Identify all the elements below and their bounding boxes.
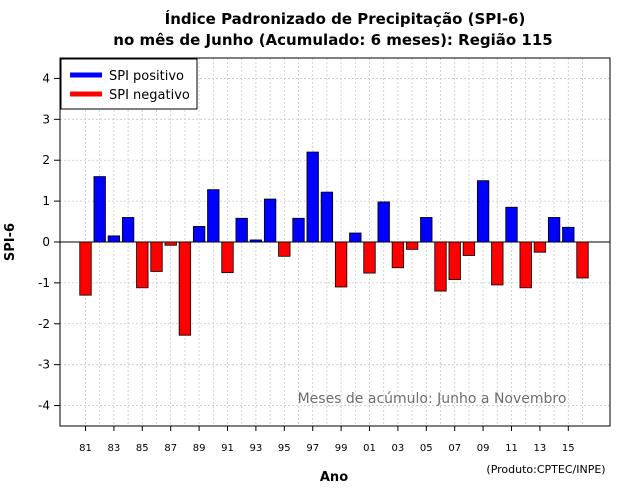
x-tick-label: 99 — [335, 443, 348, 454]
chart-title-line1: Índice Padronizado de Precipitação (SPI-… — [165, 9, 526, 28]
x-tick-label: 83 — [108, 443, 121, 454]
bar-87 — [164, 241, 177, 246]
bar-93 — [249, 239, 263, 243]
x-tick-label: 09 — [477, 443, 490, 454]
bar-09 — [476, 180, 490, 243]
y-tick-label: -4 — [38, 399, 50, 413]
bar-95 — [278, 241, 291, 257]
bar-83 — [107, 235, 121, 243]
x-tick-label: 97 — [306, 443, 319, 454]
bar-99 — [334, 241, 348, 288]
bar-88 — [178, 241, 192, 336]
bars — [79, 151, 589, 336]
y-axis: -4 -3 -2 -1 0 1 2 3 4 — [38, 71, 60, 413]
chart-title-line2: no mês de Junho (Acumulado: 6 meses): Re… — [113, 31, 552, 49]
x-tick-label: 11 — [505, 443, 518, 454]
x-tick-label: 03 — [392, 443, 405, 454]
y-tick-label: 0 — [42, 235, 50, 249]
x-tick-label: 13 — [534, 443, 547, 454]
x-tick-label: 87 — [164, 443, 177, 454]
bar-85 — [136, 241, 149, 289]
legend-label-positive: SPI positivo — [109, 69, 184, 84]
bar-00 — [349, 232, 362, 243]
y-tick-label: 1 — [42, 194, 50, 208]
x-tick-label: 85 — [136, 443, 149, 454]
x-tick-label: 93 — [250, 443, 263, 454]
source-note: (Produto:CPTEC/INPE) — [486, 463, 605, 476]
bar-15 — [562, 226, 575, 243]
bar-90 — [207, 189, 220, 243]
bar-92 — [235, 217, 248, 243]
y-tick-label: 2 — [42, 153, 50, 167]
x-tick-label: 95 — [278, 443, 291, 454]
bar-89 — [192, 226, 206, 243]
bar-98 — [320, 191, 334, 243]
bar-07 — [448, 241, 461, 281]
bar-16 — [576, 241, 589, 279]
x-tick-label: 05 — [420, 443, 433, 454]
x-axis-label: Ano — [320, 470, 348, 485]
bar-81 — [79, 241, 92, 296]
x-tick-label: 81 — [79, 443, 92, 454]
bar-13 — [533, 241, 547, 253]
bar-96 — [292, 217, 305, 243]
x-axis: 81 83 85 87 89 91 93 95 97 99 01 03 05 07 09 11 13 15 — [79, 426, 575, 454]
bar-05 — [420, 217, 433, 243]
bar-10 — [491, 241, 504, 286]
bar-01 — [363, 241, 376, 274]
bar-02 — [377, 201, 390, 243]
x-tick-label: 91 — [221, 443, 234, 454]
y-tick-label: -1 — [38, 276, 50, 290]
y-tick-label: 3 — [42, 112, 50, 126]
x-tick-label: 89 — [193, 443, 206, 454]
bar-94 — [263, 198, 277, 243]
bar-03 — [391, 241, 405, 269]
bar-84 — [121, 217, 135, 243]
y-axis-label: SPI-6 — [3, 223, 18, 261]
bar-14 — [547, 217, 561, 243]
bar-06 — [434, 241, 447, 292]
bar-11 — [505, 206, 518, 243]
bar-91 — [221, 241, 234, 274]
bar-97 — [306, 151, 319, 243]
bar-04 — [405, 241, 419, 250]
legend-label-negative: SPI negativo — [109, 88, 190, 103]
x-tick-label: 07 — [448, 443, 461, 454]
x-tick-label: 15 — [562, 443, 575, 454]
bar-08 — [462, 241, 476, 256]
legend: SPI positivo SPI negativo — [60, 58, 198, 110]
y-tick-label: -3 — [38, 358, 50, 372]
bar-12 — [519, 241, 532, 289]
bar-82 — [93, 176, 106, 243]
x-tick-label: 01 — [363, 443, 376, 454]
legend-box — [60, 58, 198, 110]
y-tick-label: -2 — [38, 317, 50, 331]
y-tick-label: 4 — [42, 71, 50, 85]
accumulation-annotation: Meses de acúmulo: Junho a Novembro — [298, 391, 567, 407]
bar-86 — [150, 241, 163, 272]
